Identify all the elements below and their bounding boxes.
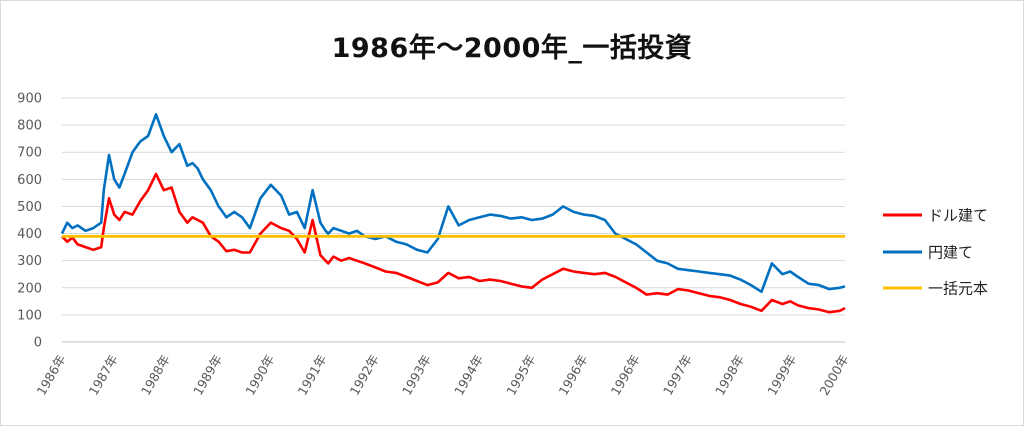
y-tick-label: 0 [34,336,42,351]
x-tick-label: 1996年 [608,352,643,398]
legend-label: 円建て [928,244,973,262]
legend-label: ドル建て [928,207,988,225]
x-tick-label: 1990年 [242,352,277,398]
gridlines [62,97,845,343]
x-tick-label: 1993年 [399,352,434,398]
x-tick-label: 1988年 [138,352,173,398]
chart-title: 1986年～2000年_一括投資 [331,33,693,64]
x-tick-label: 1987年 [86,352,121,398]
series-lines [60,113,846,314]
x-tick-label: 1996年 [555,352,590,398]
y-tick-label: 500 [17,200,42,215]
y-tick-label: 400 [17,227,42,242]
x-tick-label: 1999年 [764,352,799,398]
x-tick-label: 1992年 [347,352,382,398]
x-tick-label: 2000年 [816,352,851,398]
y-tick-label: 800 [17,119,42,134]
series-line [60,113,846,294]
x-tick-label: 1991年 [294,352,329,398]
x-tick-label: 1994年 [451,352,486,398]
x-axis-ticks: 1986年 1987年 1988年 1989年 1990年 1991年 1992年 1993年… [33,352,851,398]
x-tick-label: 1997年 [660,352,695,398]
x-tick-label: 1989年 [190,352,225,398]
series-line [61,172,846,314]
y-tick-label: 600 [17,173,42,188]
y-tick-label: 100 [17,308,42,323]
y-tick-label: 700 [17,146,42,161]
y-tick-label: 300 [17,254,42,269]
y-axis-ticks: 0 100 200 300 400 500 600 700 800 900 [17,92,42,351]
x-tick-label: 1995年 [503,352,538,398]
x-tick-label: 1986年 [33,352,68,398]
y-tick-label: 900 [17,92,42,107]
x-tick-label: 1998年 [712,352,747,398]
legend-label: 一括元本 [928,280,988,298]
y-tick-label: 200 [17,281,42,296]
